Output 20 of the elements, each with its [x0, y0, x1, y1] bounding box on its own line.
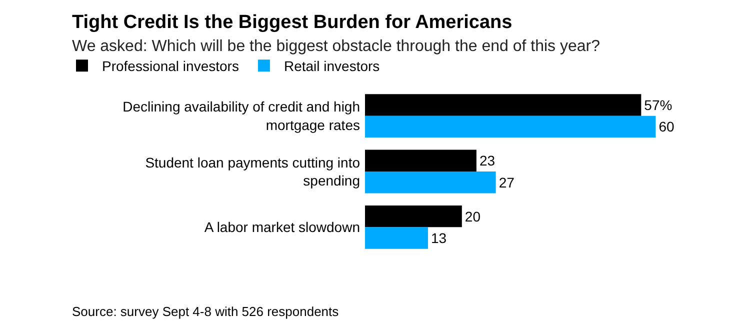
- bar: [365, 94, 642, 116]
- data-label: 60: [658, 118, 674, 135]
- chart-subtitle: We asked: Which will be the biggest obstacle through the end of this year?: [72, 38, 600, 55]
- chart-title: Tight Credit Is the Biggest Burden for Americans: [72, 12, 512, 33]
- y-tick-label: Declining availability of credit and high mortgage rates: [122, 98, 360, 133]
- data-label: 23: [479, 152, 496, 169]
- data-label: 13: [430, 230, 447, 246]
- bar: [365, 116, 656, 138]
- bar: [365, 227, 428, 249]
- legend-label: Professional investors: [102, 58, 239, 74]
- data-label: 27: [498, 174, 515, 190]
- legend-label: Retail investors: [284, 58, 380, 74]
- y-tick-label: A labor market slowdown: [204, 219, 360, 236]
- bar: [365, 172, 496, 194]
- bar: [365, 205, 462, 228]
- data-label: 57%: [644, 96, 672, 113]
- y-tick-label: Student loan payments cutting into spending: [145, 154, 360, 188]
- data-label: 20: [464, 208, 481, 224]
- source-note: Source: survey Sept 4-8 with 526 respondents: [72, 304, 340, 319]
- bar: [365, 150, 476, 172]
